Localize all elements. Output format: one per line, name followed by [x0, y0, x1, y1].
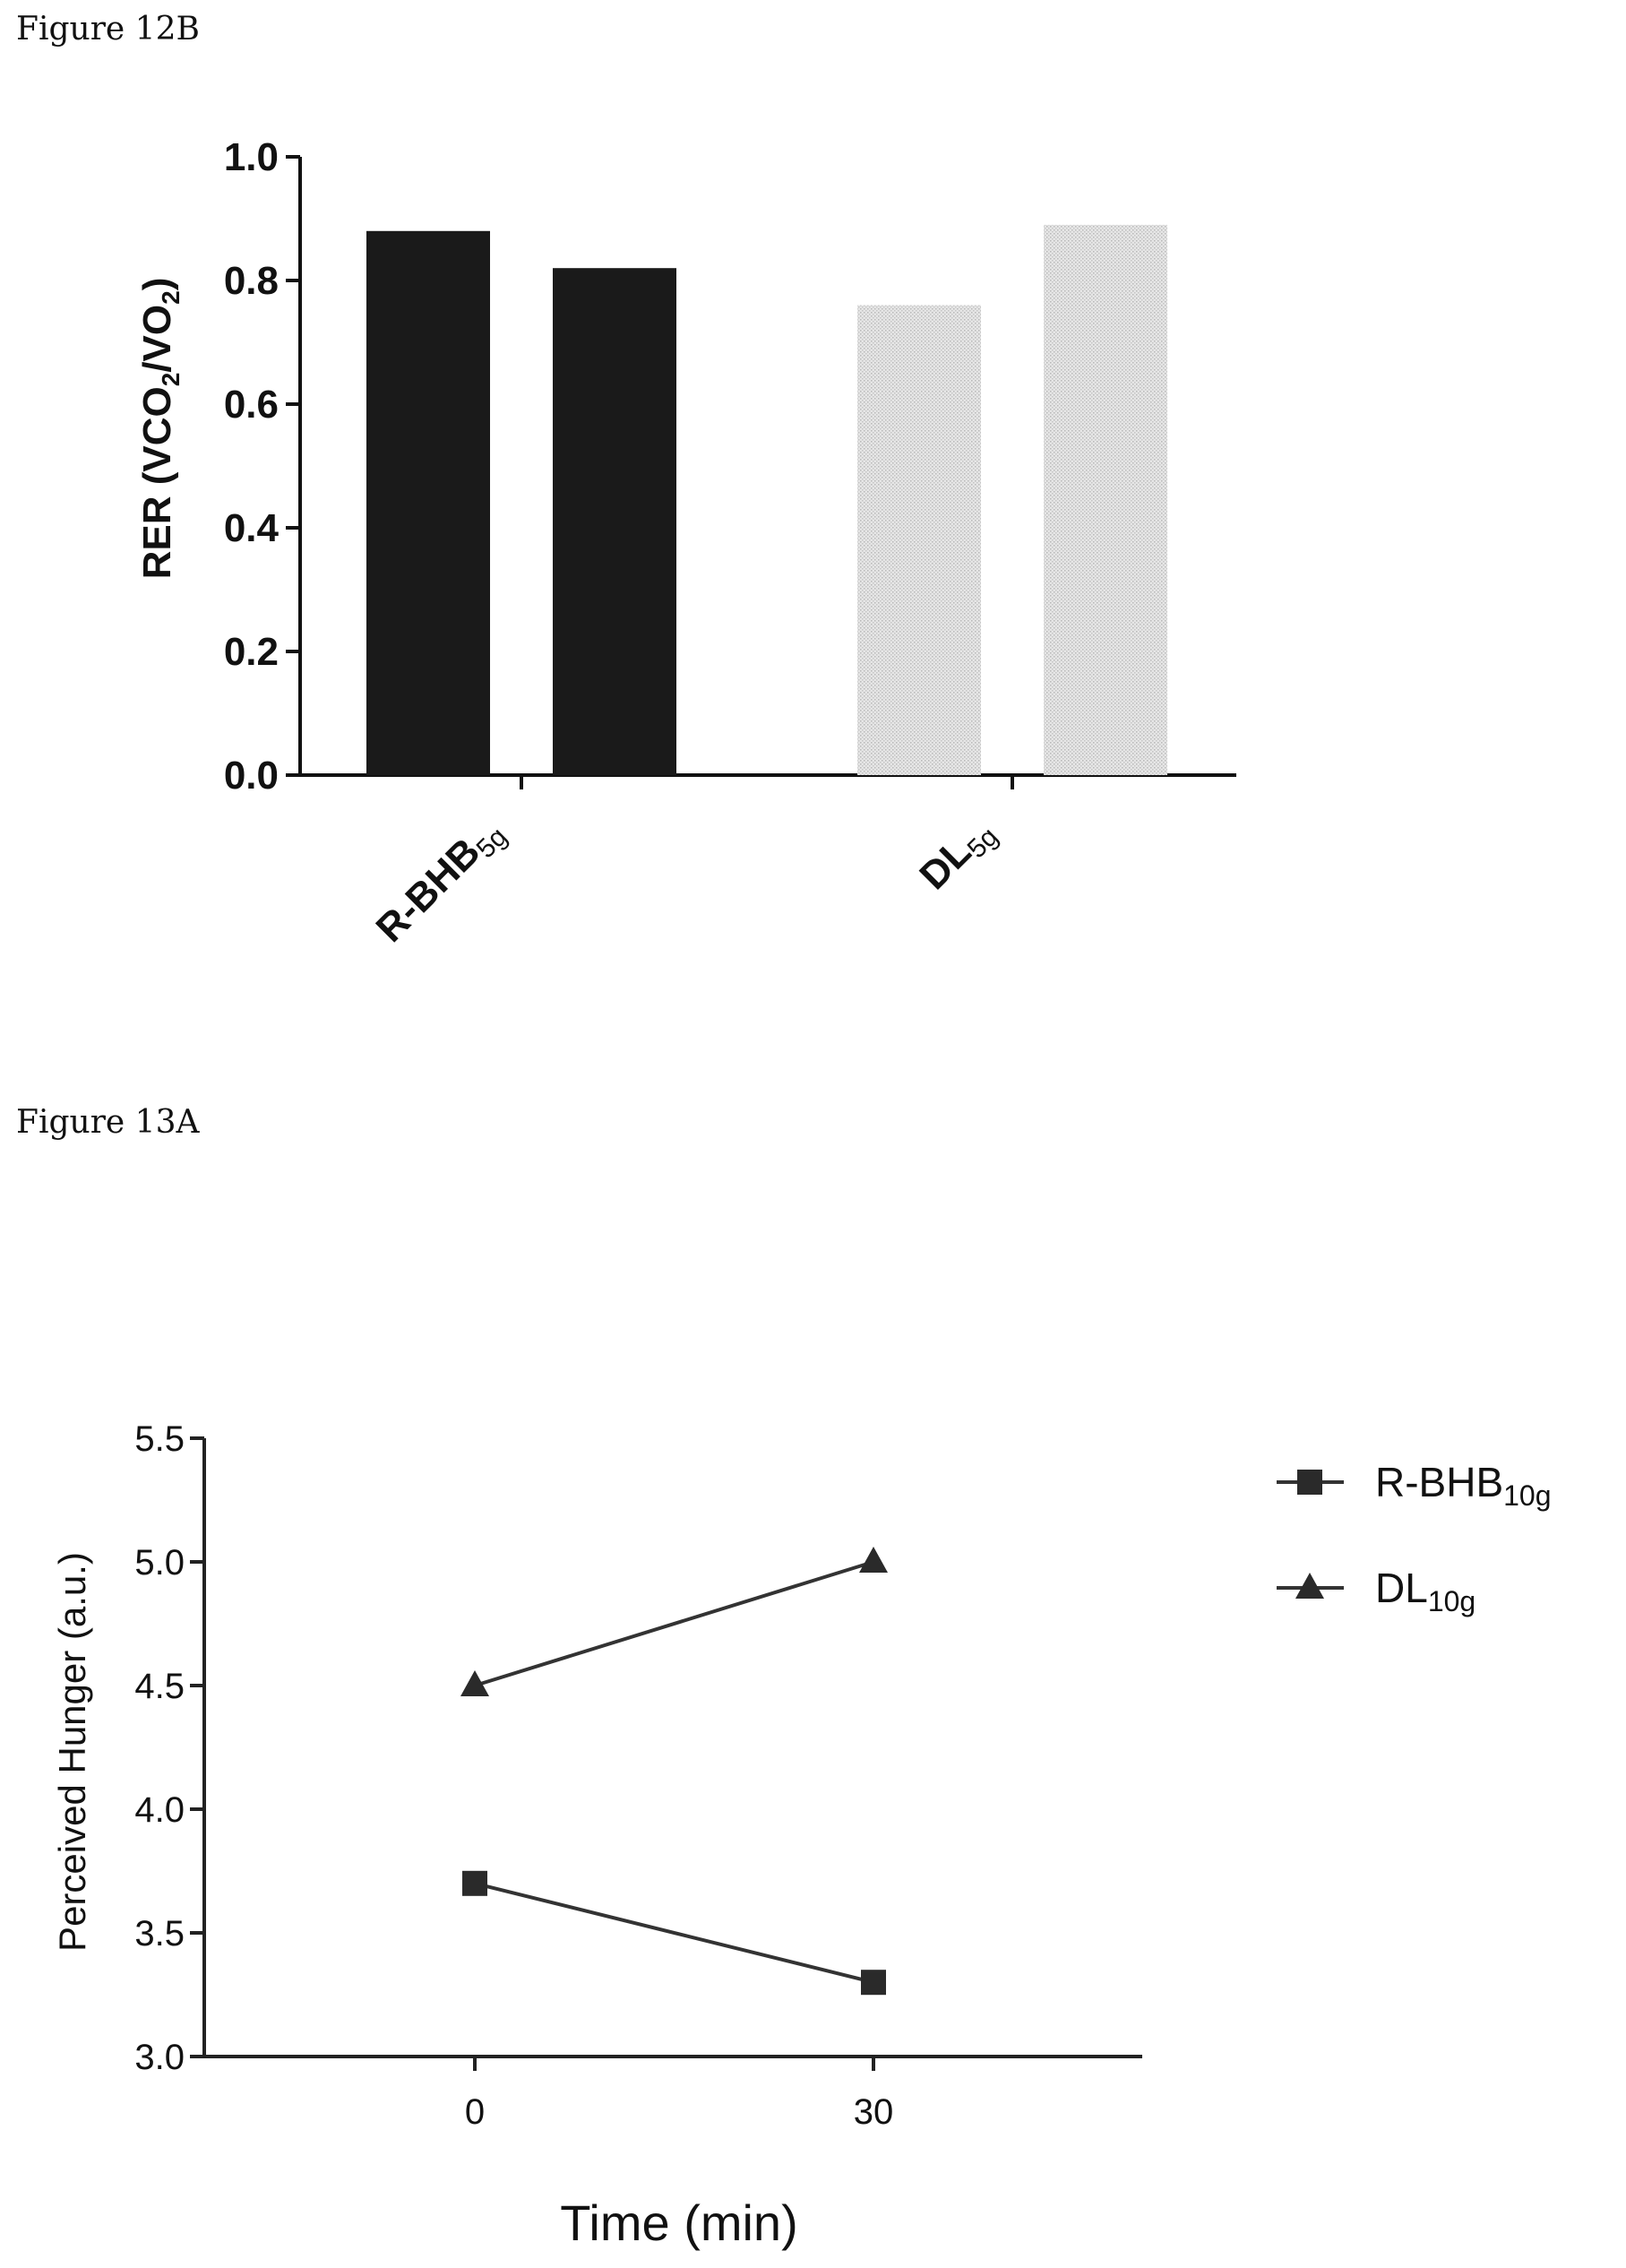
- bar-x-axis: R-BHB5g DL5g: [300, 773, 1236, 953]
- legend-label: DL10g: [1375, 1565, 1475, 1617]
- line-x-axis-label: Time (min): [560, 2195, 797, 2251]
- line-y-tick-label: 3.5: [134, 1914, 185, 1953]
- line-x-tick-label: 30: [854, 2092, 894, 2132]
- bar-y-label-end: ): [135, 278, 179, 291]
- bar-y-label-main: RER (VCO: [135, 386, 179, 579]
- bar-y-tick-label: 1.0: [224, 135, 279, 179]
- legend-label-main: DL: [1375, 1565, 1428, 1611]
- bar-y-tick-label: 0.8: [224, 259, 279, 303]
- bar-y-label-mid: /VO: [135, 305, 179, 373]
- figure-label-12b: Figure 12B: [16, 11, 200, 47]
- bar-y-tick-label: 0.2: [224, 630, 279, 674]
- series-line: [474, 1560, 874, 1687]
- bar: [1044, 224, 1167, 775]
- bar-y-axis: 0.0 0.2 0.4 0.6 0.8 1.0: [224, 135, 302, 798]
- bar: [857, 305, 981, 776]
- legend-label-sub: 10g: [1503, 1479, 1551, 1512]
- bar: [366, 230, 490, 775]
- bar-x-tick-label-main: R-BHB: [368, 830, 489, 951]
- legend-marker: [1295, 1573, 1324, 1599]
- series-line: [474, 1881, 874, 1985]
- data-point: [859, 1547, 888, 1573]
- bar-y-label-sub2: 2: [157, 290, 185, 305]
- line-x-axis: 0 30: [204, 2055, 1142, 2132]
- bar: [553, 268, 676, 775]
- data-point: [861, 1970, 886, 1996]
- bar-chart: 0.00.20.40.60.81.0 R-BHB5g DL5g RER (VCO2…: [135, 135, 1236, 953]
- bar-y-tick-label: 0.4: [224, 506, 280, 550]
- line-x-tick-label: 0: [465, 2092, 485, 2132]
- legend-label-sub: 10g: [1428, 1585, 1475, 1617]
- figure-label-13a: Figure 13A: [16, 1104, 200, 1141]
- bar-marks: [366, 224, 1167, 776]
- bar-x-tick-label: R-BHB5g: [368, 808, 513, 953]
- legend-marker: [1297, 1470, 1322, 1495]
- line-y-tick-label: 5.5: [134, 1419, 185, 1459]
- line-y-tick-label: 5.0: [134, 1543, 185, 1582]
- legend-label-main: R-BHB: [1375, 1459, 1503, 1505]
- bar-y-axis-label: RER (VCO2/VO2): [135, 278, 185, 580]
- line-marks: [460, 1547, 888, 1996]
- data-point: [460, 1670, 489, 1696]
- line-y-tick-label: 4.5: [134, 1667, 185, 1706]
- line-y-axis: 3.0 3.5 4.0 4.5 5.0 5.5: [134, 1419, 206, 2077]
- data-point: [462, 1870, 487, 1896]
- legend-label: R-BHB10g: [1375, 1459, 1552, 1512]
- bar-y-tick-label: 0.6: [224, 383, 279, 427]
- bar-y-label-sub1: 2: [157, 373, 185, 387]
- line-y-tick-label: 3.0: [134, 2038, 185, 2077]
- bar-y-tick-label: 0.0: [224, 754, 279, 798]
- line-y-axis-label: Perceived Hunger (a.u.): [51, 1552, 93, 1952]
- bar-x-tick-label: DL5g: [911, 808, 1003, 901]
- line-y-tick-label: 4.0: [134, 1790, 185, 1830]
